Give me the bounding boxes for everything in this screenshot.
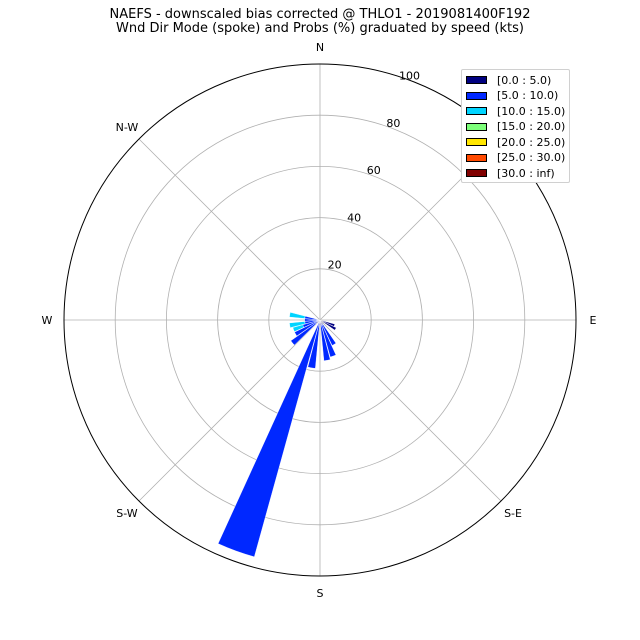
legend-swatch (466, 122, 487, 131)
wind-bar-segment (321, 323, 337, 346)
legend-label: [20.0 : 25.0) (497, 135, 566, 149)
direction-label: E (590, 314, 597, 327)
wind-bar-segment (321, 324, 337, 358)
legend-label: [10.0 : 15.0) (497, 104, 566, 118)
grid-spoke (138, 138, 321, 321)
legend-item: [30.0 : inf) (466, 166, 555, 180)
radial-tick-label: 40 (347, 211, 361, 224)
wind-bar-segment (290, 322, 317, 346)
legend-item: [20.0 : 25.0) (466, 135, 565, 149)
direction-label: N-W (116, 121, 139, 134)
legend-label: [25.0 : 30.0) (497, 151, 566, 164)
legend-swatch (466, 91, 487, 100)
wind-bar-segment (294, 320, 319, 337)
radial-tick-label: 60 (367, 164, 381, 177)
legend-swatch (466, 138, 487, 146)
direction-label: W (42, 314, 53, 327)
legend-item: [25.0 : 30.0) (466, 151, 565, 165)
direction-label: S (317, 587, 324, 600)
legend-swatch (466, 169, 487, 177)
direction-label: N (316, 41, 324, 54)
legend-label: [0.0 : 5.0) (497, 73, 552, 87)
wind-bar-segment (320, 324, 331, 361)
radial-tick-label: 20 (328, 259, 342, 272)
wind-bar-segment (289, 321, 306, 328)
legend: [0.0 : 5.0) [5.0 : 10.0) [10.0 : 15.0) [15.… (461, 69, 570, 183)
wind-bar-segment (292, 324, 304, 332)
legend-item: [10.0 : 15.0) (466, 104, 565, 118)
legend-swatch (466, 76, 487, 84)
direction-label: S-W (116, 507, 138, 520)
wind-bar-segment (319, 319, 337, 331)
chart-title: NAEFS - downscaled bias corrected @ THLO… (109, 7, 531, 22)
legend-label: [5.0 : 10.0) (497, 89, 559, 102)
direction-label: S-E (504, 507, 522, 520)
legend-label: [15.0 : 20.0) (497, 120, 566, 133)
legend-item: [5.0 : 10.0) (466, 89, 558, 103)
chart-subtitle: Wnd Dir Mode (spoke) and Probs (%) gradu… (116, 21, 524, 36)
grid-spoke (319, 319, 502, 502)
legend-swatch (466, 107, 487, 115)
legend-item: [15.0 : 20.0) (466, 120, 565, 134)
radial-tick-label: 80 (386, 117, 400, 130)
legend-item: [0.0 : 5.0) (466, 73, 551, 87)
legend-label: [30.0 : inf) (497, 166, 555, 180)
wind-bar-segment (217, 322, 320, 558)
wind-bar-segment (289, 312, 306, 319)
outer-ring (63, 63, 577, 577)
radial-tick-label: 100 (399, 69, 420, 82)
wind-bar-segment (307, 324, 320, 369)
grid-spoke (138, 319, 321, 502)
legend-swatch (466, 153, 487, 162)
